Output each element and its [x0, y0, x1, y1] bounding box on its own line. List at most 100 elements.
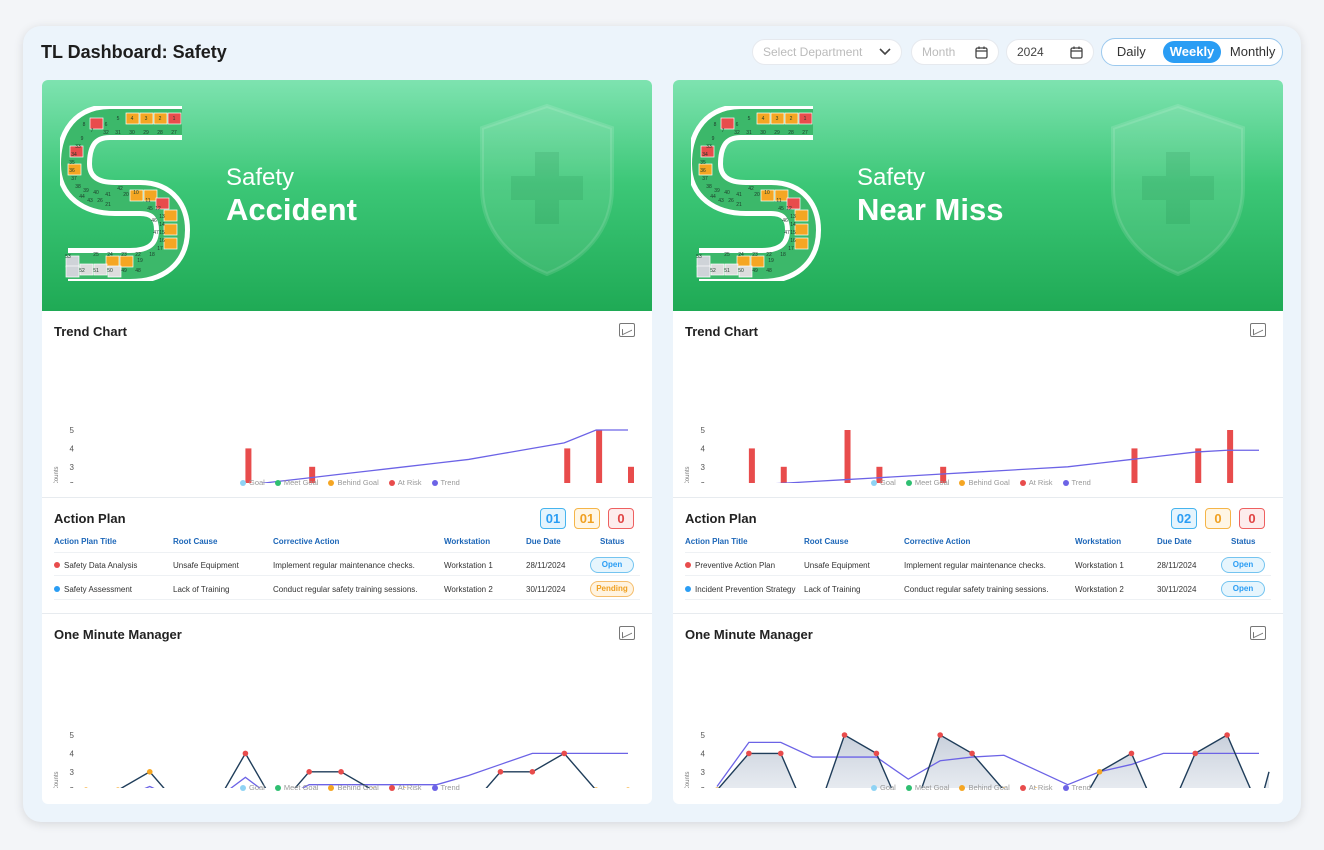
department-select[interactable]: Select Department — [752, 39, 902, 65]
actual-bar[interactable] — [780, 466, 787, 483]
legend-item[interactable]: Behind Goal — [328, 478, 379, 487]
data-point[interactable] — [625, 787, 631, 788]
banner-title: Accident — [226, 192, 357, 227]
road-number: 13 — [159, 214, 165, 220]
count-open-badge[interactable]: 01 — [540, 508, 566, 529]
legend-label: Trend — [1071, 478, 1091, 487]
count-open-badge[interactable]: 02 — [1171, 508, 1197, 529]
data-point[interactable] — [714, 787, 720, 788]
priority-dot-icon — [54, 586, 60, 592]
road-number: 2 — [790, 116, 793, 122]
data-point[interactable] — [306, 769, 312, 775]
period-weekly[interactable]: Weekly — [1162, 41, 1222, 63]
data-point[interactable] — [841, 732, 848, 738]
legend-item[interactable]: Trend — [1062, 478, 1091, 487]
data-point[interactable] — [497, 769, 504, 775]
data-point[interactable] — [338, 769, 344, 775]
actual-bar[interactable] — [748, 448, 755, 483]
period-monthly[interactable]: Monthly — [1229, 44, 1276, 59]
data-point[interactable] — [1192, 750, 1199, 757]
data-point[interactable] — [1128, 750, 1135, 757]
legend-item[interactable]: Meet Goal — [905, 783, 949, 792]
actual-bar[interactable] — [596, 430, 603, 483]
data-point[interactable] — [1096, 769, 1103, 775]
legend-item[interactable]: Trend — [431, 783, 460, 792]
legend-item[interactable]: Goal — [240, 783, 265, 792]
chart-toggle-icon[interactable] — [1250, 323, 1266, 337]
data-point[interactable] — [115, 787, 121, 788]
actual-bar[interactable] — [940, 466, 947, 483]
priority-dot-icon — [685, 586, 691, 592]
actual-bar[interactable] — [564, 448, 571, 483]
period-toggle[interactable]: Daily Weekly Monthly — [1101, 38, 1283, 66]
chart-toggle-icon[interactable] — [1250, 626, 1266, 640]
status-badge[interactable]: Open — [590, 557, 634, 573]
legend-item[interactable]: Meet Goal — [274, 783, 318, 792]
legend-item[interactable]: Behind Goal — [328, 783, 379, 792]
legend-item[interactable]: Goal — [871, 478, 896, 487]
data-point[interactable] — [1001, 787, 1007, 788]
actual-bar[interactable] — [1195, 448, 1202, 483]
data-point[interactable] — [242, 750, 249, 757]
action-title-cell[interactable]: Safety Data Analysis — [54, 561, 137, 570]
road-number: 32 — [103, 130, 109, 136]
legend-item[interactable]: Goal — [871, 783, 896, 792]
data-point[interactable] — [746, 750, 752, 757]
actual-bar[interactable] — [628, 466, 634, 483]
road-number: 14 — [159, 222, 165, 228]
data-point[interactable] — [1033, 787, 1039, 788]
road-number: 27 — [802, 130, 808, 136]
legend-item[interactable]: At Risk — [388, 783, 422, 792]
data-point[interactable] — [83, 787, 89, 788]
period-daily[interactable]: Daily — [1116, 44, 1146, 59]
actual-bar[interactable] — [245, 448, 252, 483]
road-number: 24 — [107, 252, 113, 258]
year-field[interactable]: 2024 — [1006, 39, 1094, 65]
legend-item[interactable]: Trend — [431, 478, 460, 487]
month-field[interactable]: Month — [911, 39, 999, 65]
road-number: 14 — [790, 222, 796, 228]
action-title-cell[interactable]: Safety Assessment — [54, 585, 132, 594]
data-point[interactable] — [873, 750, 880, 757]
chart-toggle-icon[interactable] — [619, 626, 635, 640]
actual-bar[interactable] — [309, 466, 316, 483]
dashboard-frame: TL Dashboard: Safety Select Department M… — [23, 26, 1301, 822]
legend-item[interactable]: At Risk — [1019, 478, 1053, 487]
action-title-cell[interactable]: Preventive Action Plan — [685, 561, 775, 570]
legend-item[interactable]: Trend — [1062, 783, 1091, 792]
actual-bar[interactable] — [876, 466, 883, 483]
count-overdue-badge[interactable]: 0 — [1239, 508, 1265, 529]
status-badge[interactable]: Open — [1221, 557, 1265, 573]
actual-bar[interactable] — [844, 430, 851, 483]
data-point[interactable] — [561, 750, 568, 757]
action-plan-title: Action Plan — [54, 511, 126, 526]
data-point[interactable] — [777, 750, 784, 757]
status-badge[interactable]: Open — [1221, 581, 1265, 597]
count-overdue-badge[interactable]: 0 — [608, 508, 634, 529]
legend-item[interactable]: Meet Goal — [274, 478, 318, 487]
data-point[interactable] — [146, 769, 153, 775]
data-point[interactable] — [370, 787, 376, 788]
chart-toggle-icon[interactable] — [619, 323, 635, 337]
action-title-cell[interactable]: Incident Prevention Strategy — [685, 585, 796, 594]
legend-item[interactable]: Behind Goal — [959, 478, 1010, 487]
status-badge[interactable]: Pending — [590, 581, 634, 597]
data-point[interactable] — [1224, 732, 1230, 738]
legend-label: Trend — [1071, 783, 1091, 792]
data-point[interactable] — [969, 750, 975, 757]
data-point[interactable] — [937, 732, 943, 738]
count-pending-badge[interactable]: 0 — [1205, 508, 1231, 529]
legend-item[interactable]: At Risk — [1019, 783, 1053, 792]
actual-bar[interactable] — [1227, 430, 1234, 483]
legend-item[interactable]: Goal — [240, 478, 265, 487]
data-point[interactable] — [529, 769, 536, 775]
legend-item[interactable]: Behind Goal — [959, 783, 1010, 792]
legend-item[interactable]: At Risk — [388, 478, 422, 487]
data-point[interactable] — [593, 787, 599, 788]
count-pending-badge[interactable]: 01 — [574, 508, 600, 529]
data-point[interactable] — [402, 787, 408, 788]
actual-bar[interactable] — [1131, 448, 1138, 483]
safety-banner: 5 4 3 2 1 31 30 29 28 27 25 24 23 22 52 51 50 49 48 8 7 6 32 9 3… — [42, 80, 652, 311]
road-number: 1 — [173, 116, 176, 122]
legend-item[interactable]: Meet Goal — [905, 478, 949, 487]
